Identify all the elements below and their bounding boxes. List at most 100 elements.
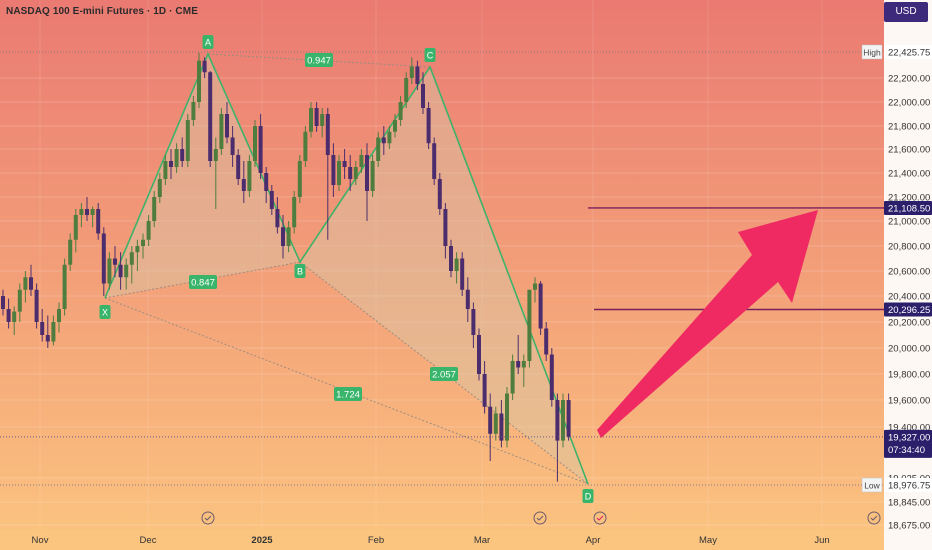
high-price-badge: 22,425.75 [884,45,932,59]
pattern-point-bg [582,489,594,503]
candle-body [325,114,330,155]
chart-title: NASDAQ 100 E-mini Futures · 1D · CME [6,6,198,17]
candle-body [477,335,481,374]
candle-body [465,289,470,309]
candle-body [157,179,162,197]
candle [202,57,207,78]
candle [219,108,224,155]
candle-body [421,84,425,108]
candle [421,72,425,114]
candle-body [135,246,140,253]
ratio-label-text: 0.847 [191,278,215,289]
candle-body [163,161,168,179]
candle [124,258,129,290]
candle [454,252,459,284]
event-icon-circle [201,511,215,525]
time-axis-background [0,530,884,550]
currency-button[interactable]: USD [884,2,928,22]
candle [499,400,504,448]
candle-body [45,335,50,342]
candle [393,114,397,138]
candle-body [1,296,5,309]
candle-body [471,309,476,335]
event-icon-circle [593,511,607,525]
candle [348,155,353,191]
candle-body [549,354,554,400]
candle-body [292,197,297,228]
candle [353,161,358,185]
candle-body [482,374,487,407]
candle [258,114,263,179]
candle-body [505,393,509,441]
pattern-point-label: D [585,492,592,502]
price-tick-label: 21,000.00 [888,217,930,228]
price-tick-label: 22,000.00 [888,98,930,109]
candle-body [454,258,459,271]
candle-body [314,108,319,126]
candle-body [146,221,151,240]
ratio-label: 1.724 [334,387,362,401]
event-icon [867,511,881,525]
candle [96,203,101,240]
candle [197,52,201,108]
candle [549,348,554,407]
event-icon-glyph [536,515,544,521]
candle-body [297,161,302,197]
candle-body [409,66,414,78]
candle-body [286,227,291,246]
candle-body [73,215,78,240]
candle-body [415,66,420,84]
ratio-label-bg [305,53,333,67]
candle [247,155,252,197]
candle-body [253,126,257,161]
candle [45,315,50,348]
price-tick-label: 21,600.00 [888,145,930,156]
candle [432,137,437,185]
candle [415,60,420,90]
current-price-text: 19,327.00 [888,432,930,443]
candle-body [185,120,190,161]
candle-body [493,413,498,434]
candle-body [29,277,33,290]
time-tick-label: Feb [368,535,384,546]
candle [359,149,364,173]
plot-background [0,0,884,530]
pattern-point-bg [424,48,436,62]
price-tick-label: 21,200.00 [888,193,930,204]
candle-body [303,131,308,161]
high-price-badge-text: 22,425.75 [888,48,930,59]
candle [477,328,481,381]
candle-body [12,311,17,322]
price-tick-label: 20,200.00 [888,318,930,329]
candle [118,252,123,290]
candle-body [376,137,381,161]
candle-body [370,161,375,191]
candle-body [320,114,325,126]
candle-body [230,137,235,155]
price-axis[interactable]: 22,200.00 22,000.00 21,800.00 21,600.00 21,4… [888,74,930,532]
candle [40,309,45,342]
candle [482,361,487,414]
candle-body [107,258,112,284]
ratio-label-text: 1.724 [336,390,360,401]
pattern-ac-line [207,53,431,68]
overlay-layer: 0.947 0.847 1.724 2.057 X A B C D [99,35,881,525]
event-icon [533,511,547,525]
candle-body [51,322,56,342]
candle-body [62,264,67,309]
candle-body [309,108,313,132]
lightning-event-icon [593,511,607,525]
candle [146,215,151,246]
time-tick-label: Nov [32,535,49,546]
time-axis[interactable]: Nov Dec 2025 Feb Mar Apr May Jun [32,535,830,546]
candle-body [426,108,431,144]
candle [12,306,17,335]
candle-body [40,322,45,335]
low-price-badge-bg [884,478,932,492]
candle-body [23,277,28,290]
candle-body [197,60,201,102]
pattern-point-bg [99,305,111,319]
level-price-badge-text: 20,296.25 [888,305,930,316]
candle [241,161,246,203]
